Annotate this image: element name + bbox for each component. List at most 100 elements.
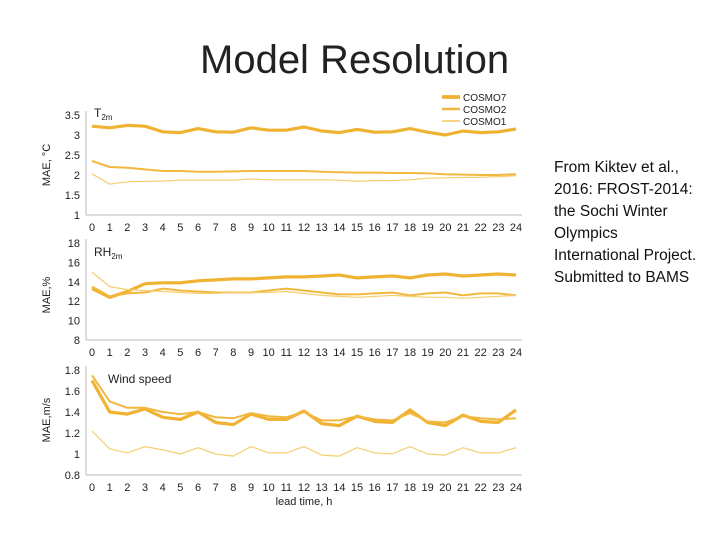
x-tick-label: 11 xyxy=(281,347,292,359)
legend-label: COSMO2 xyxy=(463,105,507,116)
y-tick-label: 1.8 xyxy=(65,365,80,377)
legend-label: COSMO1 xyxy=(463,117,507,128)
x-tick-label: 14 xyxy=(333,347,345,359)
x-tick-label: 9 xyxy=(248,347,254,359)
series-line-cosmo1 xyxy=(91,173,517,185)
chart-panel-3: 0.811.21.41.61.80 1 2 3 4 5 6 7 8 9 10 11 12 13 14 15 16… xyxy=(41,365,522,508)
x-tick-label: 13 xyxy=(316,482,328,494)
x-tick-label: 21 xyxy=(457,222,469,234)
x-tick-label: 1 xyxy=(107,347,113,359)
x-tick-label: 22 xyxy=(475,482,487,494)
x-tick-label: 24 xyxy=(510,347,522,359)
chart-panel-1: 11.522.533.50 1 2 3 4 5 6 7 8 9 10 11 12 13 14 15 16 17 18… xyxy=(41,93,522,234)
x-tick-label: 13 xyxy=(316,347,328,359)
x-tick-label: 15 xyxy=(351,347,363,359)
x-tick-label: 16 xyxy=(369,482,381,494)
x-tick-label: 2 xyxy=(124,222,130,234)
x-tick-label: 3 xyxy=(142,482,148,494)
x-tick-label: 13 xyxy=(316,222,328,234)
y-tick-label: 1.6 xyxy=(65,386,80,398)
panel-title: RH2m xyxy=(94,245,123,261)
y-tick-label: 3.5 xyxy=(65,110,80,122)
citation-caption: From Kiktev et al., 2016: FROST-2014: th… xyxy=(554,159,697,286)
x-tick-label: 16 xyxy=(369,222,381,234)
x-tick-label: 2 xyxy=(124,482,130,494)
x-tick-label: 19 xyxy=(422,482,434,494)
x-tick-label: 23 xyxy=(492,347,504,359)
x-tick-label: 10 xyxy=(263,482,275,494)
series-line-cosmo1 xyxy=(91,271,517,299)
x-tick-label: 23 xyxy=(492,222,504,234)
x-tick-label: 0 xyxy=(89,482,95,494)
y-tick-label: 3 xyxy=(74,130,80,142)
x-tick-label: 24 xyxy=(510,222,522,234)
x-tick-label: 7 xyxy=(213,222,219,234)
series-line-cosmo7 xyxy=(91,123,517,137)
y-tick-label: 1.4 xyxy=(65,407,80,419)
x-tick-label: 12 xyxy=(298,222,310,234)
y-tick-label: 1.5 xyxy=(65,190,80,202)
y-tick-label: 14 xyxy=(68,277,80,289)
x-tick-label: 7 xyxy=(213,347,219,359)
x-tick-label: 2 xyxy=(124,347,130,359)
series-line-cosmo2 xyxy=(91,160,517,176)
y-axis-label: MAE,% xyxy=(41,276,53,313)
x-tick-label: 16 xyxy=(369,347,381,359)
y-tick-label: 12 xyxy=(68,296,80,308)
y-tick-label: 1 xyxy=(74,449,80,461)
x-tick-label: 20 xyxy=(439,482,451,494)
x-tick-label: 1 xyxy=(107,482,113,494)
x-tick-label: 23 xyxy=(492,482,504,494)
y-tick-label: 8 xyxy=(74,335,80,347)
x-tick-label: 18 xyxy=(404,482,416,494)
x-tick-label: 20 xyxy=(439,347,451,359)
x-tick-label: 22 xyxy=(475,347,487,359)
x-tick-label: 6 xyxy=(195,222,201,234)
series-line-cosmo2 xyxy=(91,374,517,424)
x-tick-label: 19 xyxy=(422,347,434,359)
x-tick-label: 9 xyxy=(248,222,254,234)
y-axis-label: MAE, °C xyxy=(41,144,53,186)
panel-title-subscript: 2m xyxy=(111,252,122,261)
x-tick-label: 15 xyxy=(351,482,363,494)
x-tick-label: 22 xyxy=(475,222,487,234)
x-tick-label: 14 xyxy=(333,222,345,234)
series-line-cosmo7 xyxy=(91,272,517,299)
x-tick-label: 5 xyxy=(177,347,183,359)
x-tick-label: 0 xyxy=(89,347,95,359)
x-tick-label: 18 xyxy=(404,347,416,359)
y-tick-label: 0.8 xyxy=(65,470,80,482)
slide-title: Model Resolution xyxy=(200,38,510,82)
x-tick-label: 11 xyxy=(281,482,292,494)
x-tick-label: 8 xyxy=(230,482,236,494)
y-tick-label: 18 xyxy=(68,238,80,250)
x-tick-label: 12 xyxy=(298,482,310,494)
y-tick-label: 2.5 xyxy=(65,150,80,162)
x-tick-label: 0 xyxy=(89,222,95,234)
x-tick-label: 24 xyxy=(510,482,522,494)
legend-label: COSMO7 xyxy=(463,93,507,104)
y-tick-label: 16 xyxy=(68,257,80,269)
x-tick-label: 11 xyxy=(281,222,292,234)
x-tick-label: 14 xyxy=(333,482,345,494)
y-tick-label: 2 xyxy=(74,170,80,182)
x-tick-label: 8 xyxy=(230,347,236,359)
x-tick-label: 21 xyxy=(457,347,469,359)
panel-title: T2m xyxy=(94,106,113,122)
panel-title: Wind speed xyxy=(108,372,171,386)
x-tick-label: 17 xyxy=(386,347,398,359)
x-tick-label: 1 xyxy=(107,222,113,234)
x-tick-label: 21 xyxy=(457,482,469,494)
x-tick-label: 4 xyxy=(160,347,166,359)
x-tick-label: 10 xyxy=(263,222,275,234)
x-tick-label: 6 xyxy=(195,347,201,359)
x-tick-label: 3 xyxy=(142,347,148,359)
x-axis-label: lead time, h xyxy=(276,496,333,508)
y-tick-label: 10 xyxy=(68,316,80,328)
x-tick-label: 12 xyxy=(298,347,310,359)
x-tick-label: 18 xyxy=(404,222,416,234)
x-tick-label: 4 xyxy=(160,482,166,494)
